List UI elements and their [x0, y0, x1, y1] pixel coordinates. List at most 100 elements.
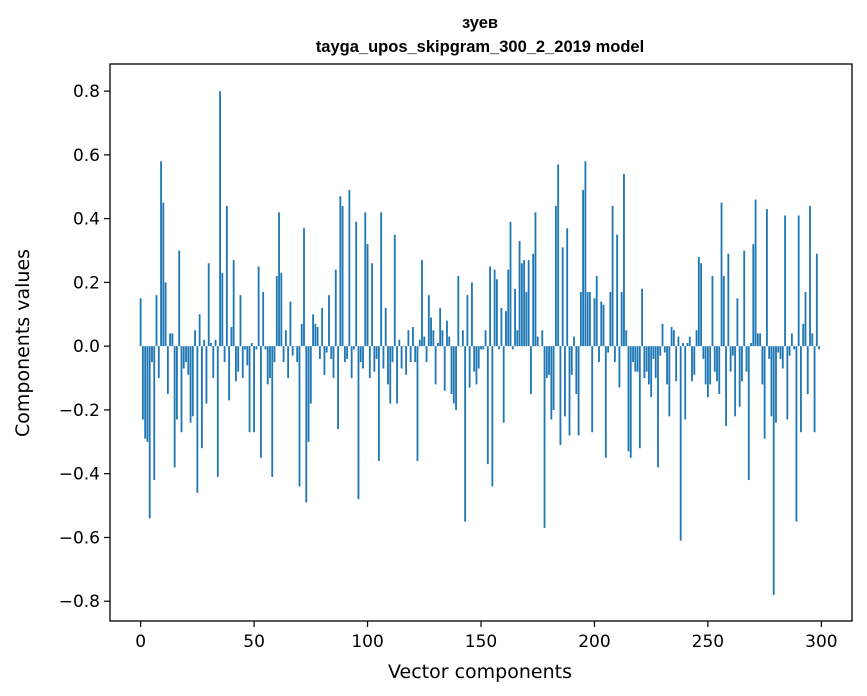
bar-208: [611, 205, 614, 347]
bar-205: [604, 346, 607, 458]
bar-152: [484, 330, 487, 347]
bar-203: [600, 301, 603, 347]
bar-0: [139, 298, 142, 347]
bar-168: [520, 263, 523, 347]
bar-100: [366, 244, 369, 347]
x-axis-ticks: 0 50 100 150 200 250 300: [135, 621, 838, 652]
bar-164: [511, 346, 514, 350]
bar-4: [148, 346, 151, 519]
bar-120: [412, 327, 414, 347]
bar-207: [609, 291, 612, 347]
bar-101: [368, 346, 371, 379]
bar-104: [375, 346, 378, 359]
bar-83: [328, 295, 330, 347]
bar-59: [273, 346, 276, 363]
bar-285: [786, 346, 789, 420]
bar-121: [414, 346, 417, 363]
bar-295: [809, 205, 811, 347]
y-axis-label: Components values: [12, 249, 34, 437]
y-tick-label: −0.8: [59, 592, 100, 612]
bar-76: [312, 314, 314, 347]
bar-162: [507, 269, 510, 347]
bar-248: [702, 346, 705, 359]
bar-106: [380, 212, 383, 347]
bar-150: [480, 346, 482, 350]
bar-128: [430, 317, 432, 347]
bar-270: [752, 244, 755, 347]
bar-222: [643, 346, 646, 379]
bar-297: [813, 346, 816, 433]
bar-145: [468, 346, 471, 388]
bar-213: [623, 174, 625, 347]
bar-151: [482, 346, 485, 350]
x-tick-label: 150: [465, 632, 497, 652]
bar-231: [663, 346, 666, 353]
y-tick-label: 0.0: [73, 337, 100, 357]
bar-69: [296, 346, 299, 363]
bar-25: [196, 346, 199, 493]
bar-258: [725, 346, 727, 426]
bar-225: [650, 346, 653, 398]
bar-47: [246, 346, 249, 366]
bar-163: [509, 221, 512, 347]
bar-77: [314, 323, 317, 347]
bar-91: [346, 346, 349, 359]
bar-124: [421, 260, 423, 347]
bar-298: [815, 253, 818, 347]
y-tick-label: 0.6: [73, 146, 100, 166]
bar-289: [795, 346, 798, 522]
bar-94: [353, 346, 355, 350]
bars: [139, 91, 821, 595]
bar-191: [573, 336, 575, 347]
y-axis-ticks: −0.8 −0.6 −0.4 −0.2 0.0 0.2 0.4 0.6 0.8: [59, 82, 110, 612]
bar-277: [768, 346, 771, 359]
bar-112: [393, 234, 396, 347]
bar-293: [804, 291, 807, 347]
bar-147: [473, 346, 476, 372]
bar-281: [777, 346, 780, 353]
bar-227: [654, 346, 657, 379]
bar-65: [287, 346, 290, 379]
bar-195: [582, 189, 585, 347]
bar-123: [418, 339, 421, 347]
bar-187: [564, 346, 566, 417]
bar-75: [309, 346, 312, 404]
bar-96: [357, 346, 360, 500]
bar-97: [359, 346, 362, 363]
bar-7: [155, 295, 158, 347]
bar-66: [289, 301, 292, 347]
bar-217: [632, 346, 634, 363]
bar-3: [146, 346, 149, 442]
bar-175: [536, 336, 539, 347]
bar-18: [180, 346, 183, 433]
bar-60: [275, 276, 278, 347]
bar-287: [790, 333, 793, 347]
bar-286: [788, 346, 791, 356]
bar-274: [761, 346, 764, 385]
x-tick-label: 200: [578, 632, 610, 652]
bar-122: [416, 346, 419, 461]
bar-23: [191, 346, 194, 417]
bar-81: [323, 346, 326, 375]
bar-142: [461, 330, 464, 347]
bar-67: [291, 346, 294, 356]
x-tick-label: 300: [805, 632, 837, 652]
bar-235: [672, 330, 675, 347]
bar-137: [450, 346, 453, 394]
bar-158: [498, 346, 501, 350]
bar-54: [262, 291, 265, 347]
bar-114: [398, 339, 401, 347]
bar-27: [200, 346, 203, 449]
bar-92: [348, 189, 351, 347]
bar-263: [736, 298, 739, 347]
x-tick-label: 0: [135, 632, 146, 652]
bar-269: [750, 342, 752, 347]
bar-133: [441, 330, 444, 347]
bar-210: [616, 234, 619, 347]
bar-177: [541, 330, 544, 347]
bar-296: [811, 333, 814, 347]
bar-42: [235, 346, 237, 382]
bar-22: [189, 346, 192, 423]
bar-252: [711, 276, 714, 347]
